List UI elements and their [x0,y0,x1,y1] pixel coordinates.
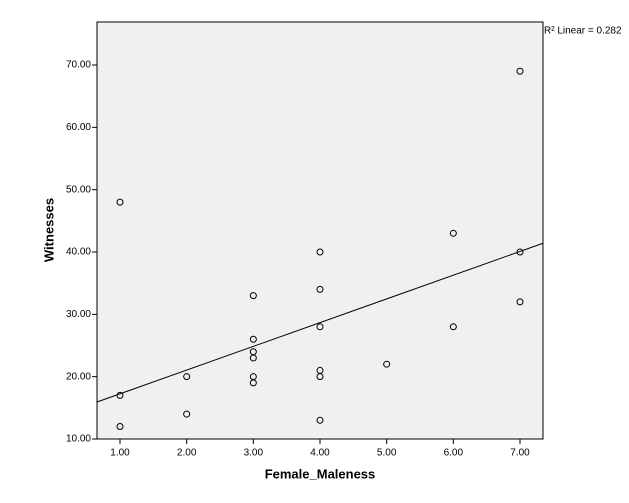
x-tick-label: 4.00 [310,448,330,459]
y-tick-label: 50.00 [66,184,91,195]
point [183,410,191,418]
x-tick-label: 3.00 [244,448,264,459]
point [249,379,257,387]
point [316,323,324,331]
point [116,423,124,431]
x-tick-label: 7.00 [510,448,530,459]
y-axis-label: Witnesses [41,198,56,262]
y-tick-label: 30.00 [66,309,91,320]
point [316,416,324,424]
y-tick-label: 70.00 [66,60,91,71]
y-tick-label: 20.00 [66,371,91,382]
point [316,373,324,381]
point [249,335,257,343]
x-tick-label: 6.00 [444,448,464,459]
point [516,298,524,306]
point [183,373,191,381]
x-tick-label: 1.00 [110,448,130,459]
point [116,198,124,206]
r2-annotation: R² Linear = 0.282 [544,26,622,37]
y-tick-label: 40.00 [66,247,91,258]
point [449,323,457,331]
point [516,67,524,75]
point [249,292,257,300]
x-tick-label: 5.00 [377,448,397,459]
y-tick-label: 60.00 [66,122,91,133]
y-tick-label: 10.00 [66,434,91,445]
x-axis-label: Female_Maleness [265,466,376,481]
fit-line [96,242,544,403]
point [383,360,391,368]
point [316,285,324,293]
point [316,248,324,256]
x-tick-label: 2.00 [177,448,197,459]
point [249,354,257,362]
plot-area [96,21,544,440]
point [449,229,457,237]
